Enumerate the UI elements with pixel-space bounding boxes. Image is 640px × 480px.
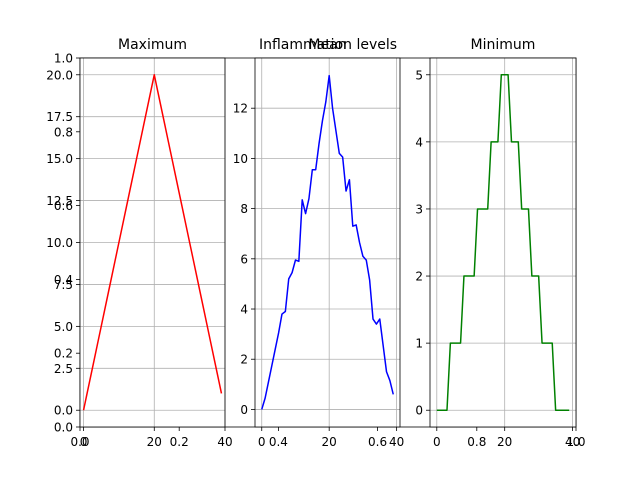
x-tick-label: 20 [497,435,512,449]
series-line [82,74,223,411]
y-tick-label: 5.0 [54,320,73,334]
background-x-tick-label: 0.2 [170,435,189,449]
background-x-tick-label: 1.0 [566,435,585,449]
series-line [436,74,570,411]
subplot-title: Maximum [118,37,187,53]
y-tick-label: 4 [240,303,248,317]
x-tick-label: 40 [565,435,580,449]
subplot-title: Mean [308,37,346,53]
background-axis: 0.0 0.2 0.4 0.6 0.8 1.0 0.0 0.2 0.4 0.6 0.8 1.0 [54,52,586,450]
y-tick-label: 0.0 [54,404,73,418]
x-tick-label: 20 [322,435,337,449]
y-tick-label: 17.5 [46,110,73,124]
subplot-mean: 0 20 40 0 2 4 6 8 10 12 Mean [233,37,405,449]
y-tick-label: 20.0 [46,68,73,82]
y-tick-label: 6 [240,252,248,266]
plot-area [430,58,576,427]
background-y-tick-label: 0.2 [54,347,73,361]
x-tick-label: 0 [258,435,266,449]
x-tick-label: 0 [433,435,441,449]
y-tick-label: 0 [240,403,248,417]
y-tick-label: 2 [415,270,423,284]
y-tick-label: 2 [240,353,248,367]
x-tick-label: 40 [217,435,232,449]
subplot-title: Minimum [471,37,536,53]
y-tick-label: 8 [240,202,248,216]
plot-area [255,58,400,427]
background-y-tick-label: 0.8 [54,125,73,139]
series-line [261,74,394,410]
figure-title: Inflammation levels [259,37,397,53]
y-tick-label: 5 [415,68,423,82]
y-tick-label: 10 [233,152,248,166]
subplot-minimum: 0 20 40 0 1 2 3 4 5 Minimum [415,37,580,449]
y-tick-label: 7.5 [54,278,73,292]
background-x-tick-label: 0.4 [269,435,288,449]
y-tick-label: 15.0 [46,152,73,166]
y-tick-label: 2.5 [54,362,73,376]
background-y-tick-label: 0.0 [54,421,73,435]
y-tick-label: 0 [415,404,423,418]
background-y-tick-label: 0.4 [54,273,73,287]
x-tick-label: 0 [80,435,88,449]
background-y-tick-label: 0.6 [54,199,73,213]
background-x-tick-label: 0.0 [70,435,89,449]
axes-frame [254,57,401,428]
x-tick-label: 40 [389,435,404,449]
background-x-tick-label: 0.8 [467,435,486,449]
subplot-maximum: 0 20 40 0.0 2.5 5.0 7.5 10.0 12.5 15.0 17.5 20.0 Max… [46,37,232,449]
background-x-tick-label: 0.6 [368,435,387,449]
axes-frame [429,57,577,428]
y-tick-label: 1 [415,337,423,351]
y-tick-label: 3 [415,202,423,216]
y-tick-label: 10.0 [46,236,73,250]
x-tick-label: 20 [147,435,162,449]
y-tick-label: 12 [233,102,248,116]
background-y-tick-label: 1.0 [54,52,73,66]
y-tick-label: 12.5 [46,194,73,208]
y-tick-label: 4 [415,135,423,149]
